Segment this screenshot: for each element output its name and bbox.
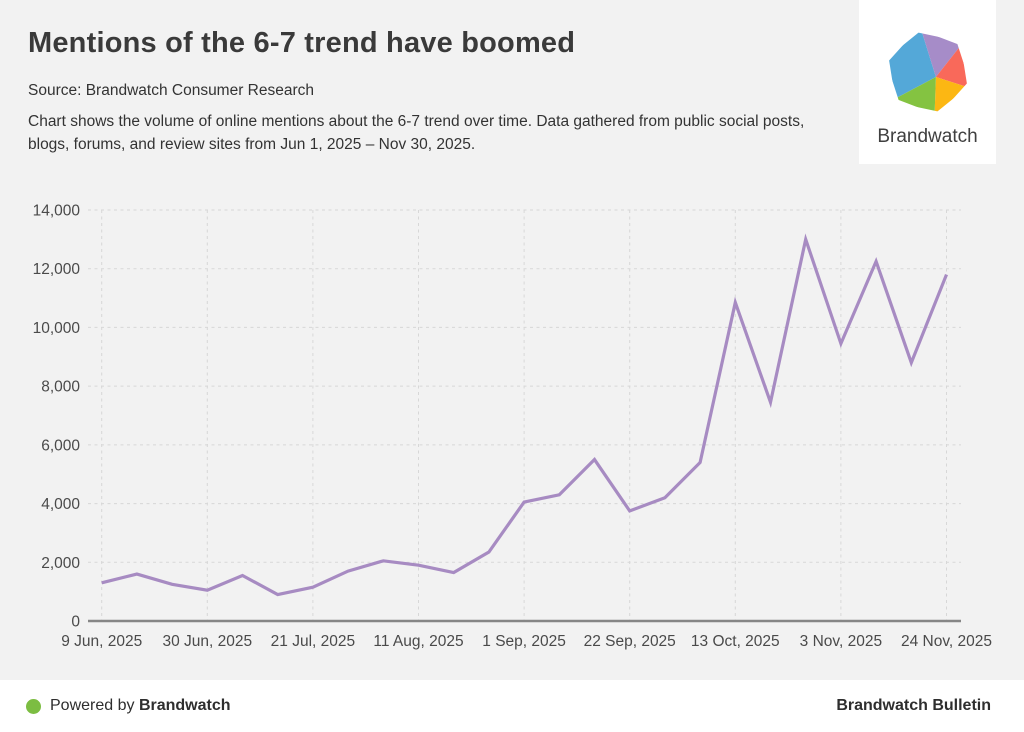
x-tick-label: 24 Nov, 2025 (901, 633, 992, 650)
green-dot-icon (26, 698, 41, 714)
y-tick-label: 14,000 (33, 203, 81, 220)
y-tick-label: 10,000 (33, 320, 81, 337)
logo-facet-yellow (934, 76, 967, 114)
y-tick-label: 6,000 (41, 437, 80, 454)
y-tick-label: 2,000 (41, 555, 80, 572)
x-tick-label: 22 Sep, 2025 (584, 633, 676, 650)
x-tick-label: 21 Jul, 2025 (271, 633, 355, 650)
source-text: Source: Brandwatch Consumer Research (28, 82, 315, 99)
powered-by-text: Powered by Brandwatch (50, 697, 231, 715)
powered-by-prefix: Powered by (50, 697, 135, 714)
logo-facet-purple (920, 30, 961, 77)
mentions-line-chart: 0 2,000 4,000 6,000 8,000 10,000 12,000 14,000 9… (33, 203, 992, 651)
footer: Powered by Brandwatch Brandwatch Bulleti… (0, 680, 1024, 732)
y-tick-label: 8,000 (41, 379, 80, 396)
bulletin-title: Brandwatch Bulletin (836, 697, 991, 714)
header: Mentions of the 6-7 trend have boomed So… (28, 26, 838, 156)
y-tick-label: 0 (71, 614, 80, 631)
mentions-line-series (101, 233, 948, 597)
description-text: Chart shows the volume of online mention… (28, 113, 805, 153)
brandwatch-logo-card: Brandwatch (859, 0, 996, 164)
page-title: Mentions of the 6-7 trend have boomed (28, 27, 576, 59)
x-tick-label: 30 Jun, 2025 (162, 633, 252, 650)
logo-facet-coral (935, 45, 967, 88)
x-tick-label: 1 Sep, 2025 (482, 633, 566, 650)
logo-facet-green (894, 76, 936, 114)
x-tick-label: 11 Aug, 2025 (373, 633, 463, 650)
powered-by-brand: Brandwatch (138, 697, 231, 714)
powered-by: Powered by Brandwatch (26, 697, 231, 715)
brandwatch-hexagon-icon (888, 30, 967, 114)
y-tick-label: 12,000 (33, 261, 81, 278)
x-tick-label: 9 Jun, 2025 (61, 633, 142, 650)
x-tick-label: 13 Oct, 2025 (691, 633, 780, 650)
y-tick-label: 4,000 (41, 496, 80, 513)
logo-wordmark: Brandwatch (877, 126, 978, 147)
x-tick-label: 3 Nov, 2025 (800, 633, 882, 650)
